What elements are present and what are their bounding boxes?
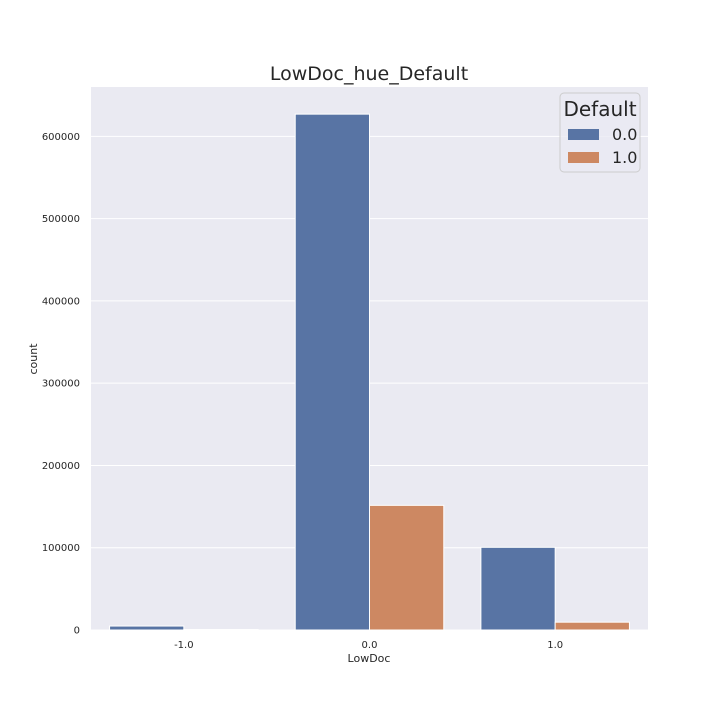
- legend-title: Default: [563, 97, 636, 121]
- bar-1.0-0.0: [369, 504, 445, 631]
- y-tick-label: 600000: [42, 132, 80, 143]
- y-tick-label: 0: [74, 626, 80, 637]
- y-tick-label: 500000: [42, 214, 80, 225]
- x-tick-label: 0.0: [362, 640, 378, 651]
- y-tick-label: 100000: [42, 543, 80, 554]
- legend-label: 0.0: [612, 125, 637, 144]
- y-tick-label: 300000: [42, 379, 80, 390]
- bar-0.0--1.0: [109, 625, 185, 631]
- x-axis-label: LowDoc: [348, 652, 391, 665]
- bar-0.0-1.0: [480, 546, 556, 631]
- legend-swatch-0.0: [568, 129, 599, 140]
- chart-title: LowDoc_hue_Default: [270, 63, 468, 85]
- x-tick-labels: -1.0 0.0 1.0: [174, 640, 563, 651]
- y-tick-label: 200000: [42, 461, 80, 472]
- y-axis-label: count: [27, 343, 40, 375]
- bar-0.0-0.0: [294, 113, 371, 631]
- y-tick-label: 400000: [42, 296, 80, 307]
- x-tick-label: -1.0: [174, 640, 194, 651]
- y-tick-labels: 0 100000 200000 300000 400000 500000 600000: [42, 132, 80, 637]
- legend: Default 0.0 1.0: [559, 92, 641, 173]
- bar-1.0-1.0: [554, 621, 630, 631]
- bars: [109, 113, 630, 631]
- legend-swatch-1.0: [568, 152, 599, 163]
- x-tick-label: 1.0: [547, 640, 563, 651]
- legend-label: 1.0: [612, 148, 637, 167]
